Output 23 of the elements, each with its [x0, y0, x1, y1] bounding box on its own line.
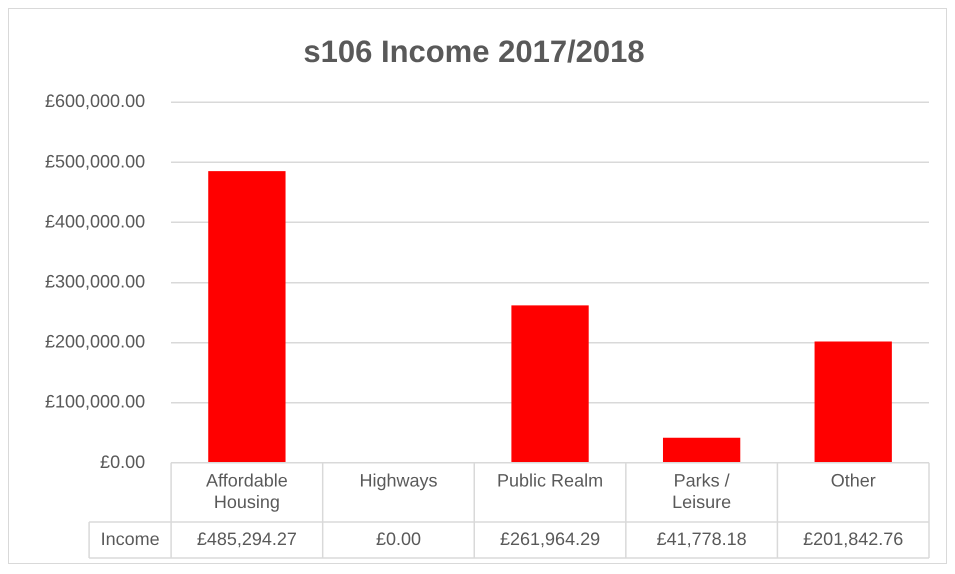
- bar: [208, 171, 286, 462]
- x-tick-label: Parks / Leisure: [672, 470, 732, 512]
- x-tick-label: Public Realm: [497, 470, 604, 491]
- chart-title: s106 Income 2017/2018: [303, 34, 645, 70]
- data-label: £0.00: [376, 528, 421, 549]
- x-tick-label: Affordable Housing: [206, 470, 288, 512]
- data-label: £201,842.76: [803, 528, 904, 549]
- data-label: £41,778.18: [656, 528, 747, 549]
- bar: [662, 438, 740, 462]
- bar: [511, 305, 589, 462]
- y-tick-label: £100,000.00: [44, 392, 146, 412]
- x-tick-label: Highways: [359, 470, 438, 491]
- y-tick-label: £0.00: [100, 452, 146, 472]
- bar: [814, 341, 892, 462]
- text: Income: [100, 528, 160, 549]
- y-tick-label: £400,000.00: [44, 211, 146, 232]
- x-tick-label: Other: [830, 470, 876, 491]
- data-label: £261,964.29: [500, 528, 600, 549]
- y-tick-label: £300,000.00: [44, 271, 146, 292]
- y-tick-label: £200,000.00: [44, 332, 146, 352]
- y-tick-label: £600,000.00: [44, 91, 146, 112]
- data-label: £485,294.27: [196, 528, 297, 549]
- y-tick-label: £500,000.00: [44, 151, 146, 172]
